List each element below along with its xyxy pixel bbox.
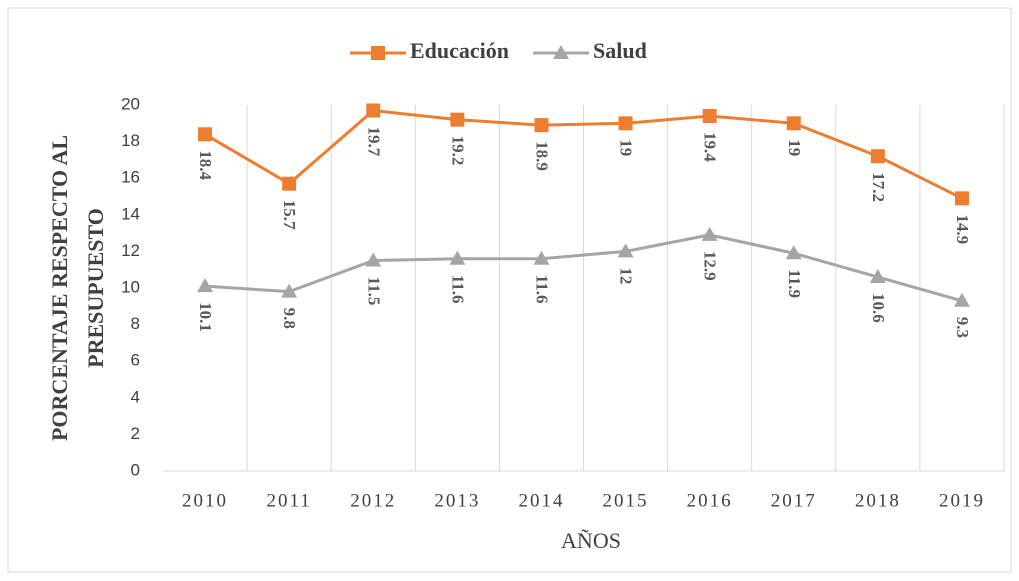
point-marker <box>197 278 214 293</box>
y-tick-label: 2 <box>131 424 140 443</box>
x-tick-label: 2012 <box>350 490 396 511</box>
point-marker <box>198 127 213 142</box>
point-marker <box>533 250 550 265</box>
point-marker <box>281 283 298 298</box>
data-label: 10.1 <box>196 302 215 332</box>
point-marker <box>701 226 718 241</box>
data-label: 12 <box>617 267 636 284</box>
x-tick-label: 2014 <box>518 490 564 511</box>
y-tick-label: 0 <box>131 460 140 479</box>
point-marker <box>366 103 381 118</box>
y-axis-title: PORCENTAJE RESPECTO AL PRESUPUESTO <box>47 135 108 441</box>
x-tick-label: 2010 <box>182 490 228 511</box>
point-marker <box>785 245 802 260</box>
point-marker <box>869 269 886 284</box>
point-marker <box>870 149 885 164</box>
data-label: 19.7 <box>364 126 383 156</box>
data-label: 19 <box>785 139 804 156</box>
x-tick-label: 2019 <box>939 490 985 511</box>
data-label: 11.5 <box>364 277 383 306</box>
y-axis-title-line: PORCENTAJE RESPECTO AL <box>47 135 72 441</box>
y-axis-title-line: PRESUPUESTO <box>83 208 108 368</box>
point-marker <box>282 176 297 191</box>
data-label: 18.9 <box>533 141 552 171</box>
legend-marker <box>371 46 385 60</box>
point-marker <box>449 250 466 265</box>
point-marker <box>365 252 382 267</box>
data-label: 9.3 <box>953 317 972 338</box>
data-label: 12.9 <box>701 251 720 281</box>
legend-marker <box>553 45 570 59</box>
point-marker <box>953 292 970 307</box>
data-label: 11.6 <box>448 275 467 304</box>
data-label: 10.6 <box>869 293 888 323</box>
series-line <box>204 108 963 200</box>
x-tick-label: 2015 <box>603 490 649 511</box>
point-marker <box>618 116 633 131</box>
chart-border <box>7 7 1012 573</box>
point-marker <box>786 116 801 131</box>
series-line <box>204 233 963 303</box>
y-tick-label: 6 <box>131 351 140 370</box>
y-tick-label: 10 <box>121 277 140 296</box>
x-tick-label: 2013 <box>434 490 480 511</box>
x-tick-label: 2016 <box>687 490 733 511</box>
point-marker <box>702 108 717 123</box>
y-tick-label: 14 <box>121 204 140 223</box>
point-marker <box>617 243 634 258</box>
data-label: 9.8 <box>280 308 299 329</box>
x-tick-label: 2018 <box>855 490 901 511</box>
data-label: 18.4 <box>196 150 215 180</box>
y-tick-label: 18 <box>121 131 140 150</box>
legend-label: Salud <box>593 38 647 63</box>
point-marker <box>534 118 549 133</box>
point-marker <box>954 191 969 206</box>
legend-label: Educación <box>410 38 509 63</box>
data-label: 19.2 <box>448 136 467 166</box>
data-label: 15.7 <box>280 200 299 230</box>
x-axis-title: AÑOS <box>561 528 621 553</box>
y-tick-label: 8 <box>131 314 140 333</box>
data-label: 19.4 <box>701 132 720 162</box>
y-tick-label: 4 <box>131 387 140 406</box>
point-marker <box>450 112 465 127</box>
x-tick-label: 2011 <box>267 490 312 511</box>
x-tick-label: 2017 <box>771 490 817 511</box>
data-label: 17.2 <box>869 172 888 202</box>
y-tick-label: 16 <box>121 168 140 187</box>
y-tick-label: 20 <box>121 94 140 113</box>
data-label: 19 <box>617 139 636 156</box>
y-tick-label: 12 <box>121 241 140 260</box>
data-label: 11.9 <box>785 269 804 298</box>
data-label: 11.6 <box>533 275 552 304</box>
data-label: 14.9 <box>953 214 972 244</box>
